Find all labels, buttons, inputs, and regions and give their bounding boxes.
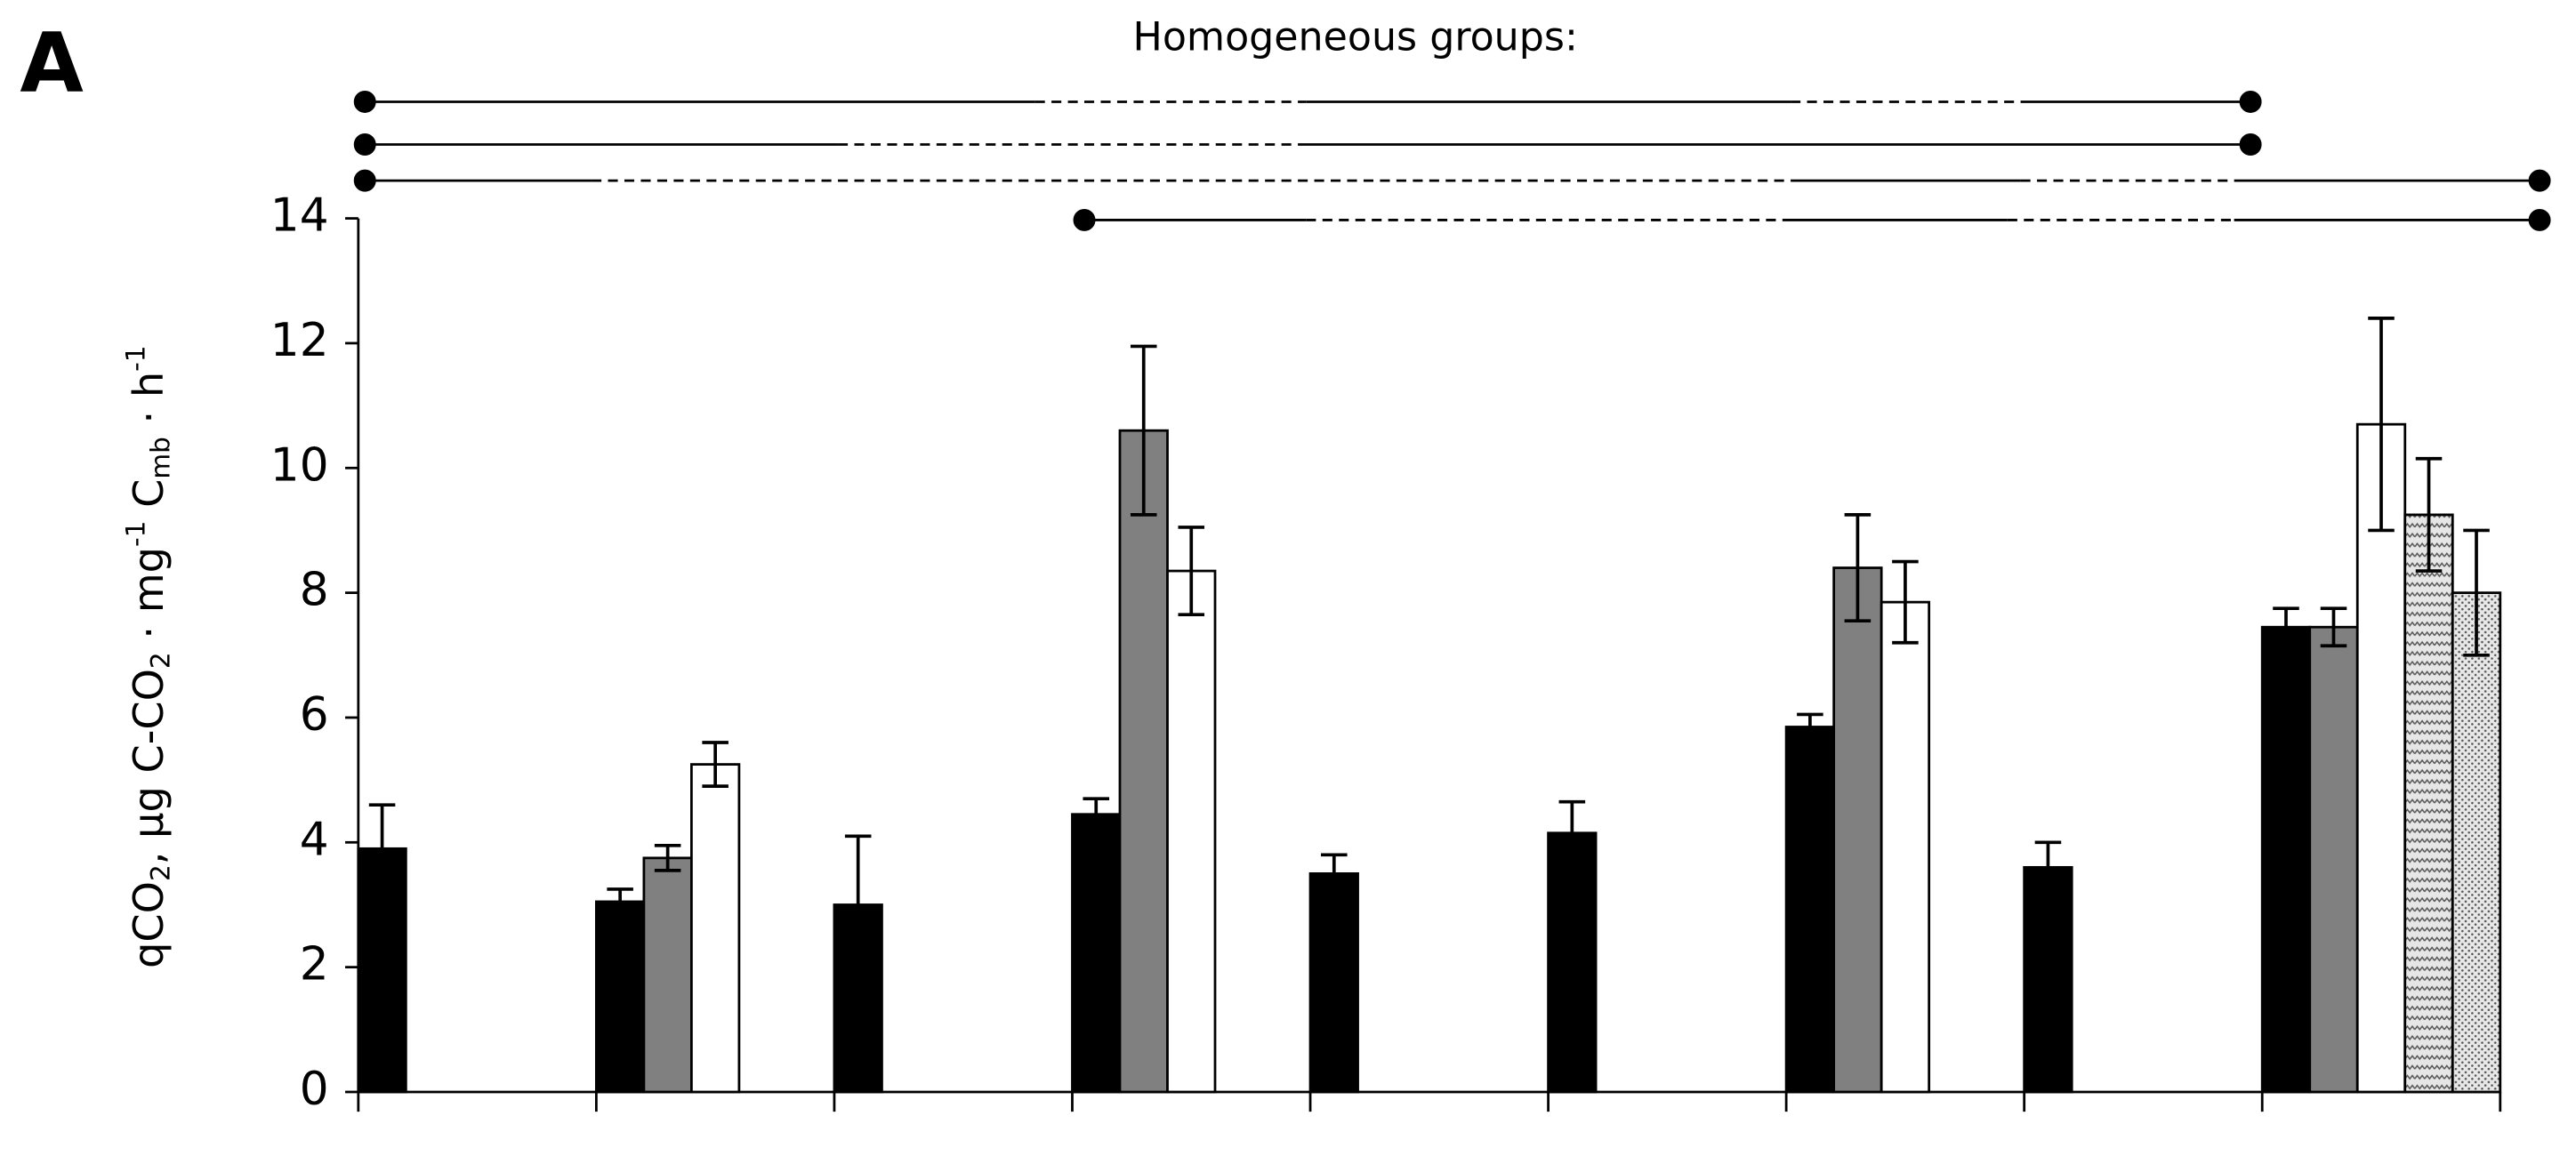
y-label-part: 2: [145, 864, 175, 881]
y-tick-label: 8: [300, 564, 329, 617]
bar: [2403, 513, 2454, 1094]
error-bar: [607, 887, 633, 916]
bar: [1308, 872, 1359, 1094]
panel-label: A: [20, 15, 83, 111]
error-bar: [2320, 606, 2347, 648]
y-label-part: · h: [125, 372, 173, 437]
y-tick-label: 12: [270, 314, 329, 367]
y-label-part: C: [125, 479, 173, 521]
error-bar: [2034, 840, 2062, 895]
bar: [2451, 591, 2502, 1094]
homogeneous-groups: [353, 91, 2551, 231]
chart-title: Homogeneous groups:: [1133, 14, 1578, 60]
y-label-part: mb: [145, 437, 175, 479]
y-label-part: · mg: [125, 547, 173, 652]
error-bar: [1844, 513, 1872, 623]
y-label-part: qCO: [125, 881, 173, 968]
error-bar: [1558, 799, 1586, 866]
error-bar: [1321, 853, 1348, 895]
y-label-part: -1: [120, 345, 150, 371]
error-bar: [654, 843, 681, 872]
bar: [2023, 865, 2073, 1094]
y-tick-label: 14: [270, 189, 329, 243]
error-bar: [2368, 317, 2395, 533]
error-bar: [2273, 606, 2299, 648]
error-bar: [2415, 456, 2443, 573]
bar: [1547, 831, 1598, 1094]
error-bar: [1797, 712, 1823, 742]
bar: [1880, 600, 1931, 1094]
y-tick-label: 6: [300, 688, 329, 742]
error-bar: [702, 741, 729, 788]
bar: [642, 856, 693, 1094]
bar: [690, 763, 741, 1094]
error-bar: [2463, 528, 2490, 657]
y-tick-label: 10: [270, 438, 329, 492]
y-tick-label: 0: [300, 1063, 329, 1116]
y-label-part: 2: [145, 652, 175, 669]
y-label-part: -1: [120, 521, 150, 547]
bar: [1166, 569, 1217, 1094]
error-bar: [1178, 526, 1205, 617]
bar: [1832, 566, 1883, 1094]
y-label-part: , µg C-CO: [125, 669, 173, 864]
bar: [594, 900, 646, 1094]
error-bar: [1892, 559, 1919, 645]
bar: [2260, 625, 2312, 1094]
bar: [1784, 726, 1836, 1094]
error-bar: [1083, 797, 1110, 832]
error-bar: [368, 803, 396, 895]
bar: [1071, 813, 1122, 1094]
bar: [2308, 625, 2359, 1094]
error-bar: [1130, 344, 1157, 517]
bar: [1118, 429, 1169, 1094]
y-tick-label: 2: [300, 938, 329, 991]
error-bar: [844, 834, 872, 975]
y-tick-label: 4: [300, 813, 329, 866]
y-axis-label: qCO2, µg C-CO2 · mg-1 Cmb · h-1: [120, 345, 175, 967]
